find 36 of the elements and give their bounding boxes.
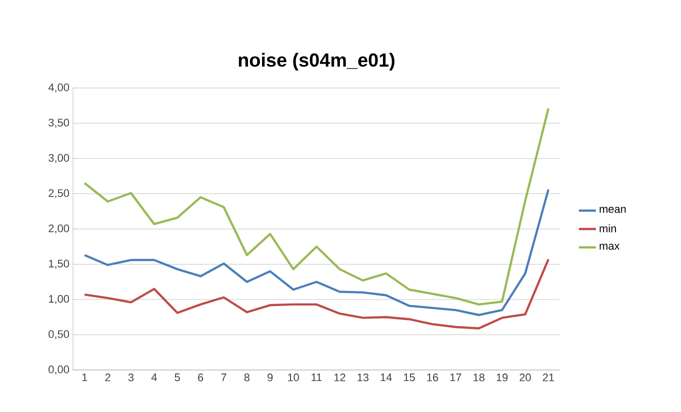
y-tick-label: 0,00 [48, 365, 70, 375]
line-series [84, 258, 550, 330]
x-tick-label: 19 [496, 374, 508, 382]
x-tick-label: 11 [312, 374, 322, 382]
y-tick-label: 2,50 [48, 189, 70, 198]
x-tick-label: 12 [334, 374, 346, 382]
y-tick-label: 3,50 [48, 118, 70, 128]
legend-label: max [600, 244, 620, 250]
y-tick-label: 3,00 [48, 154, 70, 164]
x-tick-label: 9 [268, 374, 273, 382]
x-tick-label: 3 [128, 374, 134, 382]
y-tick-label: 2,00 [48, 224, 70, 234]
y-tick-label: 0,50 [48, 330, 70, 340]
y-tick-label: 1,00 [48, 294, 70, 304]
x-tick-label: 17 [450, 374, 462, 382]
x-tick-label: 6 [198, 374, 204, 382]
x-tick-label: 5 [174, 374, 180, 382]
x-tick-label: 10 [288, 374, 299, 382]
x-tick-label: 14 [380, 374, 392, 382]
y-tick-label: 1,50 [48, 260, 70, 269]
x-tick-label: 20 [520, 374, 531, 382]
x-tick-label: 2 [105, 374, 110, 382]
x-tick-label: 16 [427, 374, 438, 382]
x-tick-label: 21 [542, 374, 554, 382]
x-tick-label: 15 [404, 374, 415, 382]
chart-title: noise (s04m_e01) [238, 52, 394, 70]
x-tick-label: 1 [82, 374, 88, 382]
x-tick-label: 4 [151, 374, 157, 382]
y-tick-label: 4,00 [48, 83, 70, 93]
x-tick-label: 7 [221, 374, 226, 382]
legend-label: min [600, 224, 616, 232]
line-series [84, 188, 550, 316]
x-tick-label: 8 [244, 374, 250, 382]
x-tick-label: 13 [358, 374, 368, 382]
x-tick-label: 18 [474, 374, 484, 382]
legend-label: mean [600, 206, 626, 213]
